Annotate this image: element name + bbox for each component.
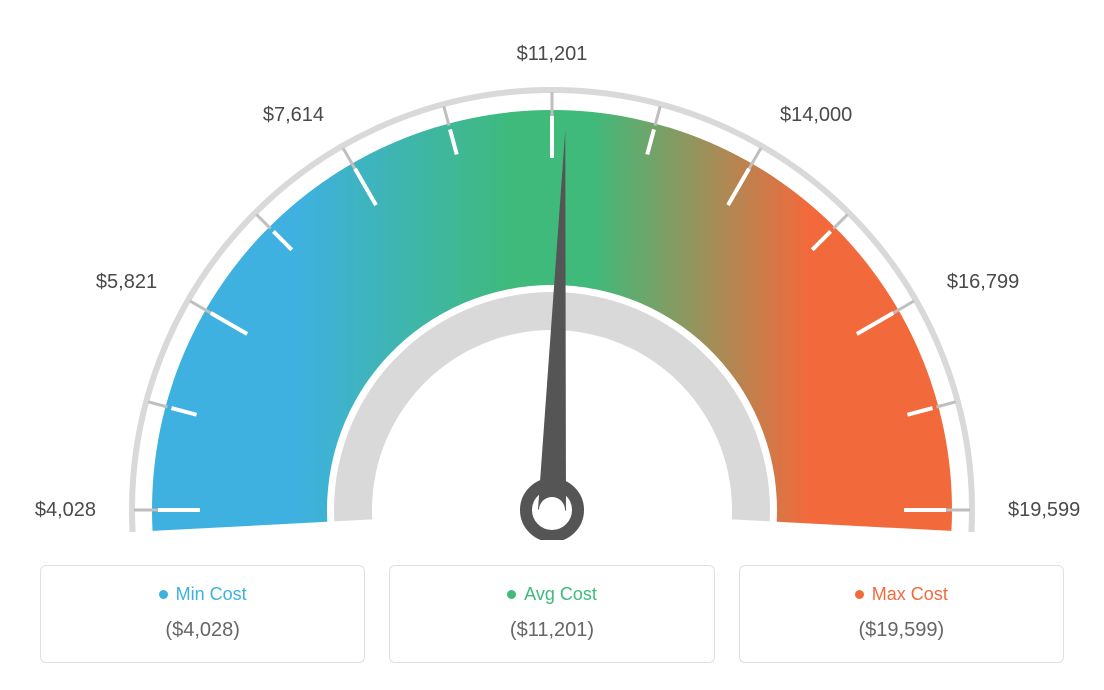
avg-cost-label: Avg Cost <box>524 584 597 605</box>
svg-text:$14,000: $14,000 <box>780 104 852 126</box>
summary-cards: Min Cost ($4,028) Avg Cost ($11,201) Max… <box>20 565 1084 663</box>
max-cost-value: ($19,599) <box>760 619 1043 642</box>
avg-cost-card: Avg Cost ($11,201) <box>389 565 714 663</box>
max-cost-title: Max Cost <box>855 584 948 605</box>
min-cost-label: Min Cost <box>176 584 247 605</box>
svg-text:$11,201: $11,201 <box>517 43 588 65</box>
min-cost-card: Min Cost ($4,028) <box>40 565 365 663</box>
svg-text:$19,599: $19,599 <box>1008 499 1080 521</box>
max-cost-card: Max Cost ($19,599) <box>739 565 1064 663</box>
svg-text:$5,821: $5,821 <box>96 271 157 293</box>
min-cost-value: ($4,028) <box>61 619 344 642</box>
max-cost-label: Max Cost <box>872 584 948 605</box>
gauge-svg: $4,028 $5,821 $7,614 $11,201 $14,000 $16,799 $… <box>20 20 1084 540</box>
gauge-chart: $4,028 $5,821 $7,614 $11,201 $14,000 $16,799 $… <box>20 20 1084 545</box>
dot-icon <box>855 590 864 599</box>
dot-icon <box>507 590 516 599</box>
dot-icon <box>159 590 168 599</box>
svg-text:$7,614: $7,614 <box>263 104 324 126</box>
svg-text:$4,028: $4,028 <box>35 499 96 521</box>
avg-cost-value: ($11,201) <box>410 619 693 642</box>
svg-text:$16,799: $16,799 <box>947 271 1019 293</box>
avg-cost-title: Avg Cost <box>507 584 597 605</box>
min-cost-title: Min Cost <box>159 584 247 605</box>
